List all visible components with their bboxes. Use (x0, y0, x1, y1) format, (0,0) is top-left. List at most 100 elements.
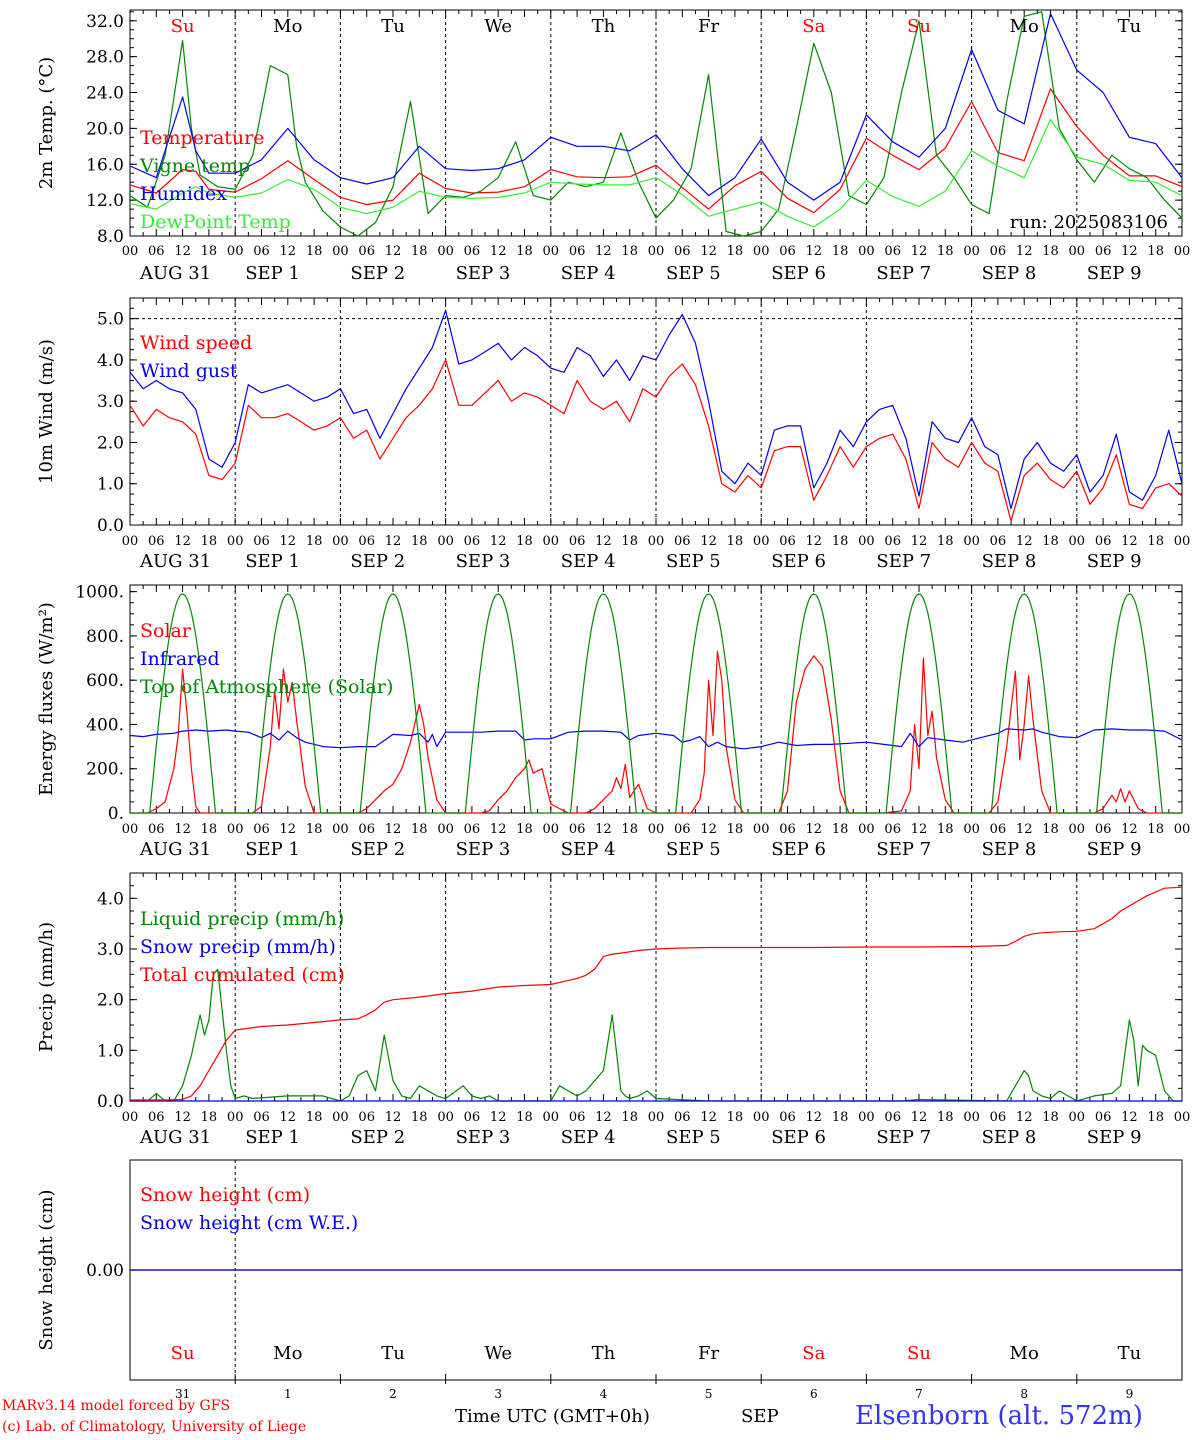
hour-label: 12 (700, 822, 717, 837)
y-tick-label: 12.0 (86, 191, 124, 211)
hour-label: 18 (1147, 822, 1164, 837)
hour-label: 06 (884, 244, 901, 259)
hour-label: 18 (516, 534, 533, 549)
hour-label: 06 (779, 822, 796, 837)
hour-label: 18 (727, 1110, 744, 1125)
hour-label: 18 (1147, 534, 1164, 549)
y-axis-label: 10m Wind (m/s) (36, 339, 57, 484)
hour-label: 00 (543, 244, 560, 259)
hour-label: 12 (490, 1110, 507, 1125)
date-label: SEP 9 (1087, 551, 1142, 572)
legend-temperature: Temperature (140, 127, 264, 149)
date-label: SEP 2 (350, 263, 405, 284)
hour-label: 06 (779, 534, 796, 549)
date-label: SEP 7 (876, 839, 931, 860)
date-label: AUG 31 (139, 263, 211, 284)
date-label: AUG 31 (139, 839, 211, 860)
y-tick-label: 200. (86, 760, 124, 780)
y-tick-label: 400. (86, 715, 124, 735)
day-name: Su (907, 16, 931, 37)
y-tick-label: 1.0 (97, 1041, 124, 1061)
date-label: SEP 4 (561, 1127, 616, 1148)
hour-label: 12 (911, 1110, 928, 1125)
hour-label: 00 (963, 1110, 980, 1125)
hour-label: 06 (253, 244, 270, 259)
day-name: Sa (802, 1343, 825, 1364)
hour-label: 00 (122, 244, 139, 259)
hour-label: 18 (411, 534, 428, 549)
date-label: SEP 4 (561, 263, 616, 284)
day-name: We (484, 1343, 512, 1364)
day-name: Fr (698, 16, 719, 37)
date-label: SEP 8 (982, 839, 1037, 860)
y-tick-label: 0.00 (86, 1261, 124, 1281)
series-line-infrared (129, 728, 1183, 750)
day-name: Sa (802, 16, 825, 37)
legend-snow-precip-mm-h-: Snow precip (mm/h) (140, 936, 336, 958)
hour-label: 12 (174, 822, 191, 837)
hour-label: 12 (911, 822, 928, 837)
hour-label: 00 (227, 822, 244, 837)
day-number: 5 (705, 1387, 713, 1401)
day-name: Tu (381, 1343, 405, 1364)
date-label: SEP 5 (666, 551, 721, 572)
date-label: SEP 9 (1087, 839, 1142, 860)
date-label: SEP 2 (350, 839, 405, 860)
y-tick-label: 4.0 (97, 351, 124, 371)
month-label: SEP (741, 1406, 779, 1427)
y-tick-label: 3.0 (97, 392, 124, 412)
hour-label: 06 (569, 534, 586, 549)
hour-label: 06 (674, 1110, 691, 1125)
hour-label: 18 (727, 244, 744, 259)
day-number: 4 (600, 1387, 608, 1401)
hour-label: 12 (385, 534, 402, 549)
hour-label: 18 (832, 534, 849, 549)
hour-label: 12 (1121, 1110, 1138, 1125)
date-label: SEP 7 (876, 551, 931, 572)
hour-label: 00 (1069, 1110, 1086, 1125)
hour-label: 06 (569, 244, 586, 259)
legend-total-cumulated-cm-: Total cumulated (cm) (140, 964, 345, 986)
hour-label: 00 (227, 1110, 244, 1125)
hour-label: 00 (858, 244, 875, 259)
hour-label: 06 (358, 822, 375, 837)
day-name: Su (171, 16, 195, 37)
hour-label: 12 (595, 822, 612, 837)
hour-label: 00 (332, 534, 349, 549)
hour-label: 12 (490, 534, 507, 549)
hour-label: 18 (411, 244, 428, 259)
y-tick-label: 3.0 (97, 940, 124, 960)
series-line-wind-speed (129, 359, 1183, 522)
hour-label: 00 (122, 822, 139, 837)
hour-label: 18 (516, 822, 533, 837)
hour-label: 12 (700, 534, 717, 549)
hour-label: 12 (1121, 534, 1138, 549)
hour-label: 18 (306, 822, 323, 837)
y-tick-label: 20.0 (86, 119, 124, 139)
day-name: Tu (1118, 1343, 1142, 1364)
y-tick-label: 2.0 (97, 991, 124, 1011)
legend-vigne-temp: Vigne temp (139, 155, 250, 177)
series-line-wind-gust (129, 309, 1183, 510)
hour-label: 06 (253, 1110, 270, 1125)
hour-label: 06 (674, 244, 691, 259)
hour-label: 06 (148, 244, 165, 259)
hour-label: 06 (253, 822, 270, 837)
hour-label: 18 (516, 1110, 533, 1125)
hour-label: 12 (806, 1110, 823, 1125)
y-tick-label: 1.0 (97, 475, 124, 495)
day-name: Su (171, 1343, 195, 1364)
hour-label: 06 (990, 534, 1007, 549)
hour-label: 06 (1095, 534, 1112, 549)
series-line-dewpoint-temp (129, 118, 1183, 228)
hour-label: 12 (595, 244, 612, 259)
hour-label: 18 (937, 244, 954, 259)
date-label: SEP 6 (771, 263, 826, 284)
day-name: Th (592, 1343, 616, 1364)
hour-label: 00 (437, 244, 454, 259)
date-label: SEP 2 (350, 1127, 405, 1148)
legend-snow-height-cm-w-e-: Snow height (cm W.E.) (140, 1212, 358, 1234)
day-name: Mo (1010, 16, 1039, 37)
hour-label: 12 (174, 1110, 191, 1125)
y-axis-label: Snow height (cm) (36, 1189, 57, 1350)
